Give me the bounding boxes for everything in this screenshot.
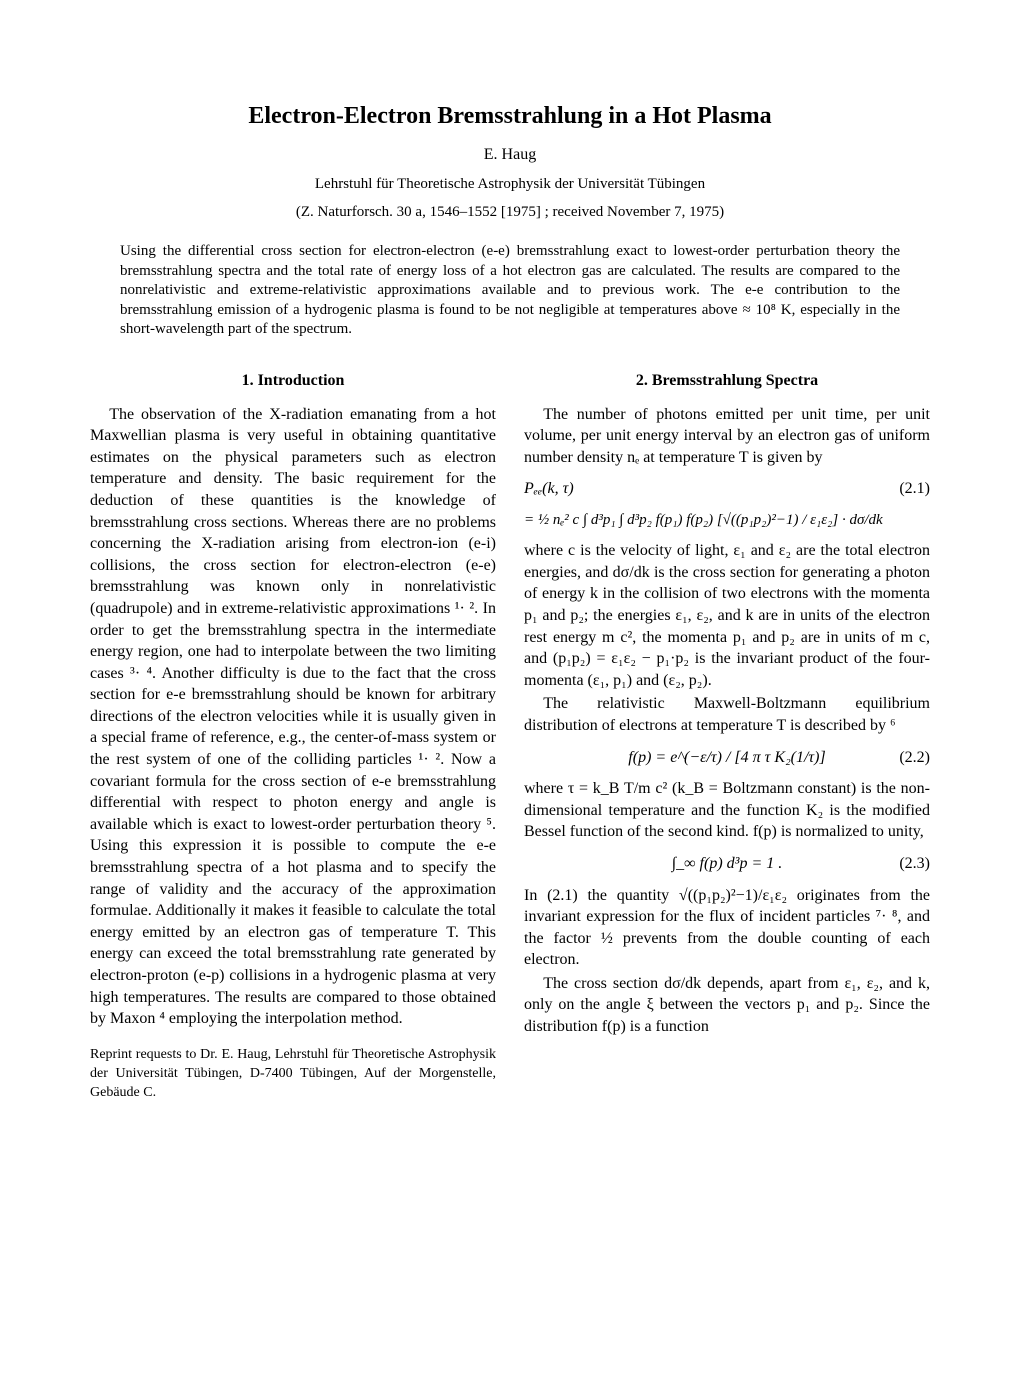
- section-2-para-2: where c is the velocity of light, ε₁ and…: [524, 540, 930, 691]
- equation-2-3: ∫_∞ f(p) d³p = 1 . (2.3): [524, 853, 930, 875]
- eq-2-1-lhs: Pₑₑ(k, τ): [524, 478, 574, 500]
- reprint-footnote: Reprint requests to Dr. E. Haug, Lehrstu…: [90, 1046, 496, 1103]
- paper-title: Electron-Electron Bremsstrahlung in a Ho…: [90, 100, 930, 132]
- abstract-text: Using the differential cross section for…: [120, 242, 900, 340]
- eq-2-2-body: f(p) = e^(−ε/τ) / [4 π τ K₂(1/τ)]: [628, 749, 825, 766]
- section-2-para-4: where τ = k_B T/m c² (k_B = Boltzmann co…: [524, 778, 930, 843]
- section-1-para-1: The observation of the X-radiation emana…: [90, 404, 496, 1030]
- section-1-heading: 1. Introduction: [90, 370, 496, 392]
- eq-2-3-number: (2.3): [899, 853, 930, 875]
- paper-journal-line: (Z. Naturforsch. 30 a, 1546–1552 [1975] …: [90, 202, 930, 222]
- section-2-para-5: In (2.1) the quantity √((p₁p₂)²−1)/ε₁ε₂ …: [524, 885, 930, 971]
- paper-affiliation: Lehrstuhl für Theoretische Astrophysik d…: [90, 174, 930, 194]
- equation-2-1-label: Pₑₑ(k, τ) (2.1): [524, 478, 930, 500]
- eq-2-1-number: (2.1): [899, 478, 930, 500]
- paper-author: E. Haug: [90, 144, 930, 166]
- section-2-para-3: The relativistic Maxwell-Boltzmann equil…: [524, 693, 930, 736]
- section-2-para-6: The cross section dσ/dk depends, apart f…: [524, 973, 930, 1038]
- section-2-heading: 2. Bremsstrahlung Spectra: [524, 370, 930, 392]
- eq-2-3-body: ∫_∞ f(p) d³p = 1 .: [672, 855, 782, 872]
- eq-2-2-number: (2.2): [899, 747, 930, 769]
- equation-2-1-body: = ½ nₑ² c ∫ d³p₁ ∫ d³p₂ f(p₁) f(p₂) [√((…: [524, 510, 930, 530]
- equation-2-2: f(p) = e^(−ε/τ) / [4 π τ K₂(1/τ)] (2.2): [524, 747, 930, 769]
- section-2-para-1: The number of photons emitted per unit t…: [524, 404, 930, 469]
- two-column-body: 1. Introduction The observation of the X…: [90, 364, 930, 1116]
